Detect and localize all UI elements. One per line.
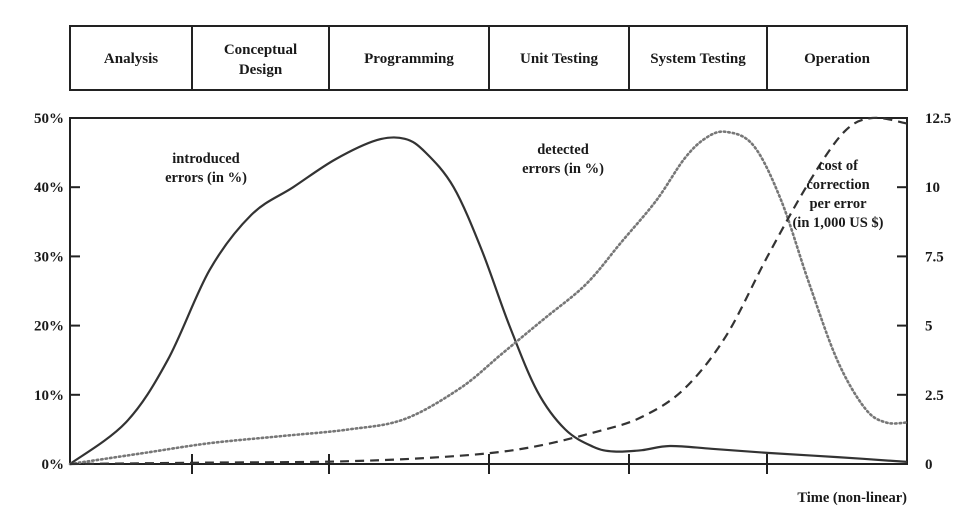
right-axis: 0 2.5 5 7.5 10 12.5 bbox=[897, 111, 951, 473]
series-annotations: introduced errors (in %) detected errors (i… bbox=[165, 142, 884, 231]
detected-errors-line bbox=[68, 130, 909, 466]
detected-errors-label: detected errors (in %) bbox=[522, 142, 604, 177]
phase-label-analysis: Analysis bbox=[104, 51, 158, 67]
x-axis-label: Time (non-linear) bbox=[797, 490, 907, 506]
left-tick-label: 30% bbox=[34, 249, 64, 265]
phase-label-operation: Operation bbox=[804, 51, 870, 67]
right-tick-label: 5 bbox=[925, 319, 933, 335]
cost-of-correction-line bbox=[69, 116, 908, 466]
left-tick-label: 20% bbox=[34, 319, 64, 335]
cost-of-correction-label: cost of correction per error (in 1,000 US $… bbox=[792, 158, 883, 231]
phase-label-system-testing: System Testing bbox=[650, 51, 746, 67]
left-tick-label: 40% bbox=[34, 180, 64, 196]
right-tick-label: 7.5 bbox=[925, 249, 944, 265]
right-tick-label: 12.5 bbox=[925, 111, 951, 127]
x-axis: Time (non-linear) bbox=[191, 454, 907, 506]
introduced-errors-line bbox=[69, 136, 908, 465]
left-axis: 0% 10% 20% 30% 40% 50% bbox=[34, 111, 80, 473]
series-lines bbox=[68, 116, 909, 466]
left-tick-label: 0% bbox=[42, 457, 65, 473]
right-tick-label: 10 bbox=[925, 180, 940, 196]
phase-label-conceptual-design: Conceptual Design bbox=[224, 42, 297, 78]
phase-bar: Analysis Conceptual Design Programming Unit … bbox=[69, 25, 908, 91]
left-tick-label: 10% bbox=[34, 388, 64, 404]
right-tick-label: 2.5 bbox=[925, 388, 944, 404]
right-tick-label: 0 bbox=[925, 457, 933, 473]
phase-label-unit-testing: Unit Testing bbox=[520, 51, 598, 67]
left-tick-label: 50% bbox=[34, 111, 64, 127]
phase-label-programming: Programming bbox=[364, 51, 454, 67]
introduced-errors-label: introduced errors (in %) bbox=[165, 151, 247, 186]
